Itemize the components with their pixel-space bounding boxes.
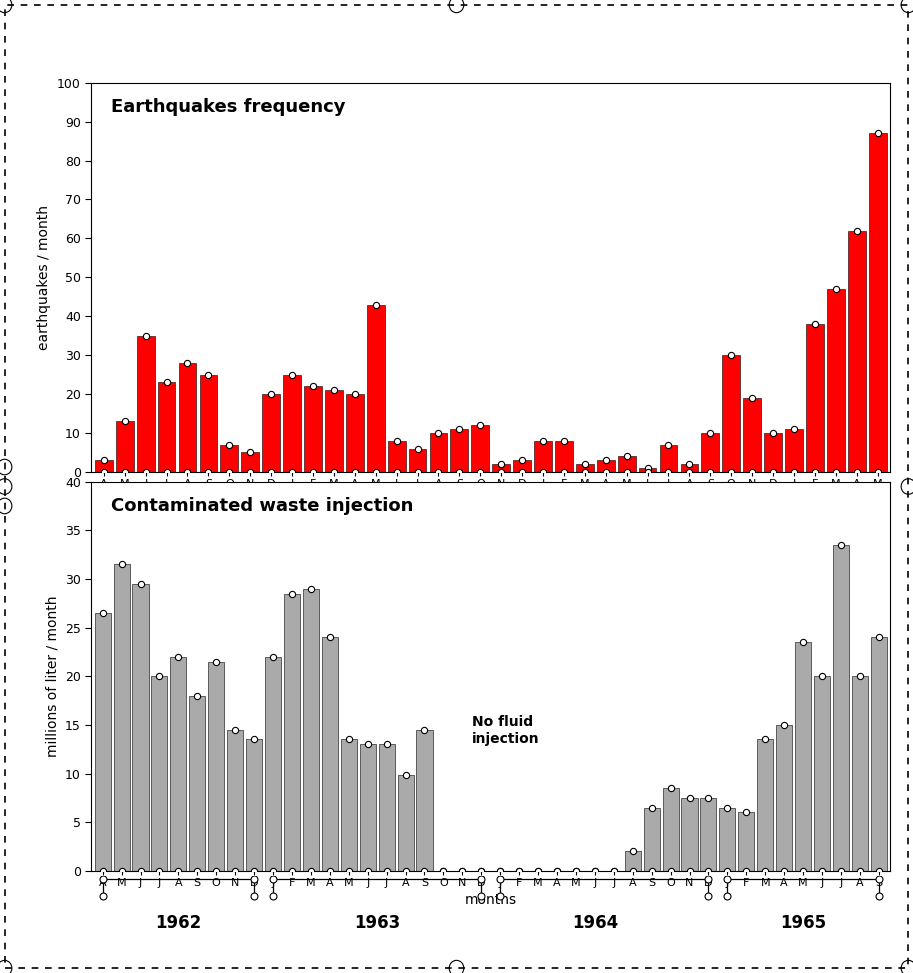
Bar bbox=[171, 657, 186, 871]
Bar bbox=[534, 441, 551, 472]
Bar bbox=[409, 449, 426, 472]
Text: 1965: 1965 bbox=[780, 915, 826, 932]
Text: 1964: 1964 bbox=[572, 915, 618, 932]
Bar bbox=[659, 445, 677, 472]
Bar bbox=[346, 394, 363, 472]
Bar bbox=[701, 433, 719, 472]
Bar bbox=[795, 642, 811, 871]
Text: Earthquakes frequency: Earthquakes frequency bbox=[111, 98, 346, 116]
Bar bbox=[680, 464, 698, 472]
Bar bbox=[284, 594, 300, 871]
Bar bbox=[757, 739, 773, 871]
Bar bbox=[360, 744, 376, 871]
Bar bbox=[681, 798, 698, 871]
Text: (modified from Evans, 1966): (modified from Evans, 1966) bbox=[750, 517, 890, 526]
Text: Contaminated waste injection: Contaminated waste injection bbox=[111, 497, 414, 515]
Bar bbox=[833, 545, 849, 871]
Bar bbox=[379, 744, 394, 871]
Bar bbox=[137, 336, 154, 472]
Bar bbox=[700, 798, 717, 871]
Bar bbox=[719, 808, 735, 871]
X-axis label: months: months bbox=[465, 893, 517, 908]
Bar bbox=[227, 730, 243, 871]
Bar bbox=[430, 433, 447, 472]
Bar bbox=[848, 231, 866, 472]
Bar bbox=[624, 851, 641, 871]
Bar bbox=[304, 386, 322, 472]
Bar bbox=[492, 464, 510, 472]
Bar bbox=[416, 730, 433, 871]
Bar bbox=[397, 775, 414, 871]
Bar bbox=[200, 375, 217, 472]
Bar bbox=[663, 788, 678, 871]
Bar bbox=[471, 425, 489, 472]
Bar bbox=[513, 460, 531, 472]
Bar bbox=[341, 739, 357, 871]
Bar bbox=[325, 390, 342, 472]
Text: 1963: 1963 bbox=[354, 915, 400, 932]
Bar bbox=[871, 637, 887, 871]
Bar bbox=[852, 676, 868, 871]
Bar bbox=[739, 812, 754, 871]
Bar bbox=[95, 460, 112, 472]
Y-axis label: millions of liter / month: millions of liter / month bbox=[46, 595, 59, 757]
Bar bbox=[827, 289, 845, 472]
Bar bbox=[247, 739, 262, 871]
Y-axis label: earthquakes / month: earthquakes / month bbox=[37, 204, 51, 350]
Bar bbox=[785, 429, 803, 472]
Bar bbox=[776, 725, 792, 871]
Text: No fluid
injection: No fluid injection bbox=[472, 715, 540, 746]
Bar bbox=[814, 676, 830, 871]
Bar bbox=[367, 305, 384, 472]
Bar bbox=[743, 398, 761, 472]
Bar bbox=[241, 452, 259, 472]
Bar bbox=[639, 468, 656, 472]
Bar bbox=[644, 808, 660, 871]
Bar bbox=[303, 589, 319, 871]
Bar bbox=[388, 441, 405, 472]
Bar bbox=[179, 363, 196, 472]
Bar bbox=[869, 133, 887, 472]
Bar bbox=[321, 637, 338, 871]
Bar bbox=[576, 464, 593, 472]
Bar bbox=[283, 375, 301, 472]
Bar bbox=[555, 441, 572, 472]
Bar bbox=[116, 421, 133, 472]
Bar bbox=[265, 657, 281, 871]
Bar bbox=[95, 613, 110, 871]
Bar bbox=[806, 324, 824, 472]
Bar bbox=[262, 394, 280, 472]
Bar bbox=[113, 564, 130, 871]
Bar bbox=[618, 456, 635, 472]
Bar bbox=[597, 460, 614, 472]
Bar bbox=[450, 429, 468, 472]
Bar bbox=[189, 696, 205, 871]
Bar bbox=[158, 382, 175, 472]
Bar bbox=[152, 676, 167, 871]
Bar bbox=[208, 662, 225, 871]
Text: 1962: 1962 bbox=[155, 915, 202, 932]
Bar bbox=[764, 433, 782, 472]
Bar bbox=[722, 355, 740, 472]
Bar bbox=[132, 584, 149, 871]
Bar bbox=[220, 445, 238, 472]
